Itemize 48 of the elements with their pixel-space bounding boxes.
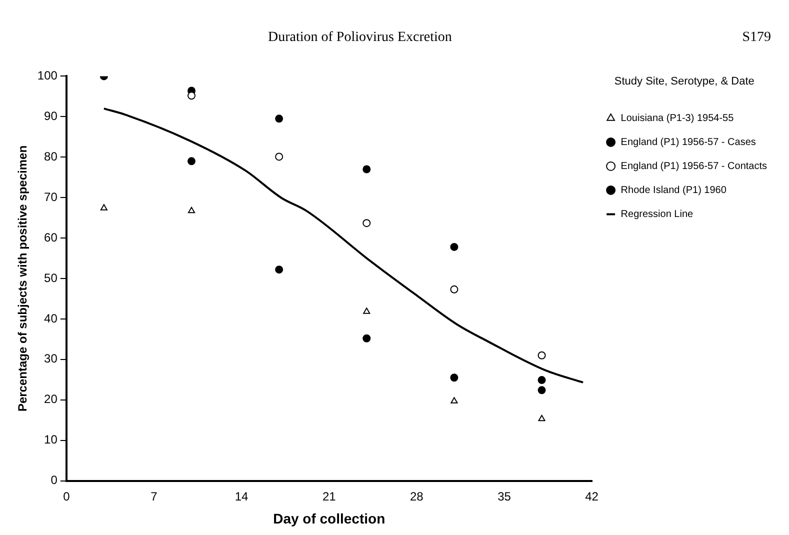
point xyxy=(450,397,458,404)
y-tick-label: 40 xyxy=(44,311,58,326)
y-tick-label: 10 xyxy=(44,432,58,447)
point xyxy=(362,165,371,174)
y-tick-label: 30 xyxy=(44,352,58,366)
point xyxy=(100,204,108,210)
y-tick-label: 20 xyxy=(44,392,58,406)
x-tick-label: 42 xyxy=(585,489,599,504)
point xyxy=(450,374,458,382)
x-tick-label: 28 xyxy=(410,489,424,504)
text: S179 xyxy=(742,30,771,47)
legend-title: Study Site, Serotype, & Date xyxy=(614,76,754,88)
y-tick-label: 80 xyxy=(44,149,58,164)
x-tick-label: 35 xyxy=(498,489,512,504)
y-tick-label: 50 xyxy=(44,270,58,285)
point xyxy=(188,92,196,100)
point xyxy=(188,157,196,166)
point xyxy=(538,386,546,394)
point xyxy=(538,376,546,384)
x-tick-label: 21 xyxy=(322,489,336,504)
point xyxy=(450,242,458,251)
y-tick-label: 70 xyxy=(44,190,58,204)
point xyxy=(362,334,371,342)
chart-title: Duration of Poliovirus Excretion xyxy=(268,30,452,47)
point xyxy=(275,114,284,123)
legend-label: England (P1) 1956-57 - Contacts xyxy=(620,160,768,172)
y-axis-title: Percentage of subjects with positive specimen xyxy=(16,145,30,412)
point xyxy=(538,414,546,422)
y-tick-label: 90 xyxy=(44,108,58,123)
point xyxy=(362,219,371,228)
point xyxy=(363,308,370,314)
x-axis-title: Day of collection xyxy=(273,510,386,526)
legend-label: Regression Line xyxy=(620,208,694,220)
point xyxy=(450,285,458,294)
legend-label: Rhode Island (P1) 1960 xyxy=(620,184,727,196)
x-tick-label: 14 xyxy=(234,489,249,504)
point xyxy=(538,351,546,360)
point xyxy=(275,152,284,161)
y-tick-label: 100 xyxy=(37,68,58,83)
line-series xyxy=(102,108,584,384)
legend-label: England (P1) 1956-57 - Cases xyxy=(620,136,756,148)
point xyxy=(188,206,196,214)
x-tick-label: 0 xyxy=(63,489,70,504)
legend-label: Louisiana (P1-3) 1954-55 xyxy=(620,112,734,124)
x-tick-label: 7 xyxy=(150,489,158,504)
point xyxy=(275,266,284,274)
y-tick-label: 0 xyxy=(50,473,58,488)
y-tick-label: 60 xyxy=(44,230,58,244)
